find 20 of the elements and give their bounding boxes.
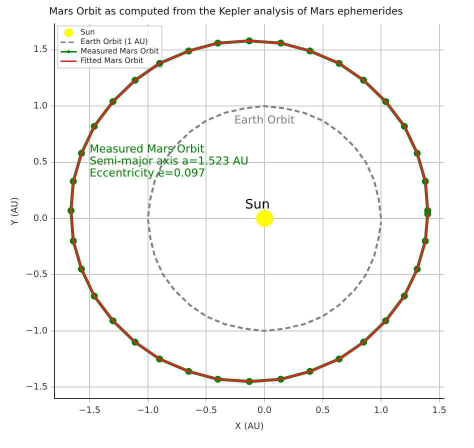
x-tick-label: −1.0: [136, 406, 160, 416]
x-axis-title: X (AU): [234, 422, 264, 432]
chart-title: Mars Orbit as computed from the Kepler analysis of Mars ephemerides: [49, 6, 403, 18]
x-tick-label: −1.5: [78, 406, 101, 416]
x-tick-label: 0.5: [316, 406, 330, 416]
y-tick-label: −0.5: [26, 270, 48, 280]
y-tick-label: 1.5: [33, 45, 48, 56]
annotation: Sun: [245, 197, 270, 212]
x-tick-label: 1.0: [374, 406, 388, 416]
y-tick-label: 0.0: [33, 214, 48, 224]
y-axis-title: Y (AU): [10, 197, 21, 226]
x-tick-label: 0.0: [257, 406, 272, 416]
y-tick-label: −1.0: [26, 326, 48, 336]
annotation: Measured Mars Orbit Semi-major axis a=1.523 AU Eccentricity e=0.097: [90, 142, 248, 180]
y-tick-label: 0.5: [33, 158, 48, 168]
y-tick-label: 1.0: [33, 101, 48, 112]
x-tick-label: 1.5: [432, 406, 446, 416]
y-tick-label: −1.5: [26, 382, 48, 392]
x-tick-label: −0.5: [195, 406, 218, 416]
annotation: Earth Orbit: [234, 113, 296, 126]
